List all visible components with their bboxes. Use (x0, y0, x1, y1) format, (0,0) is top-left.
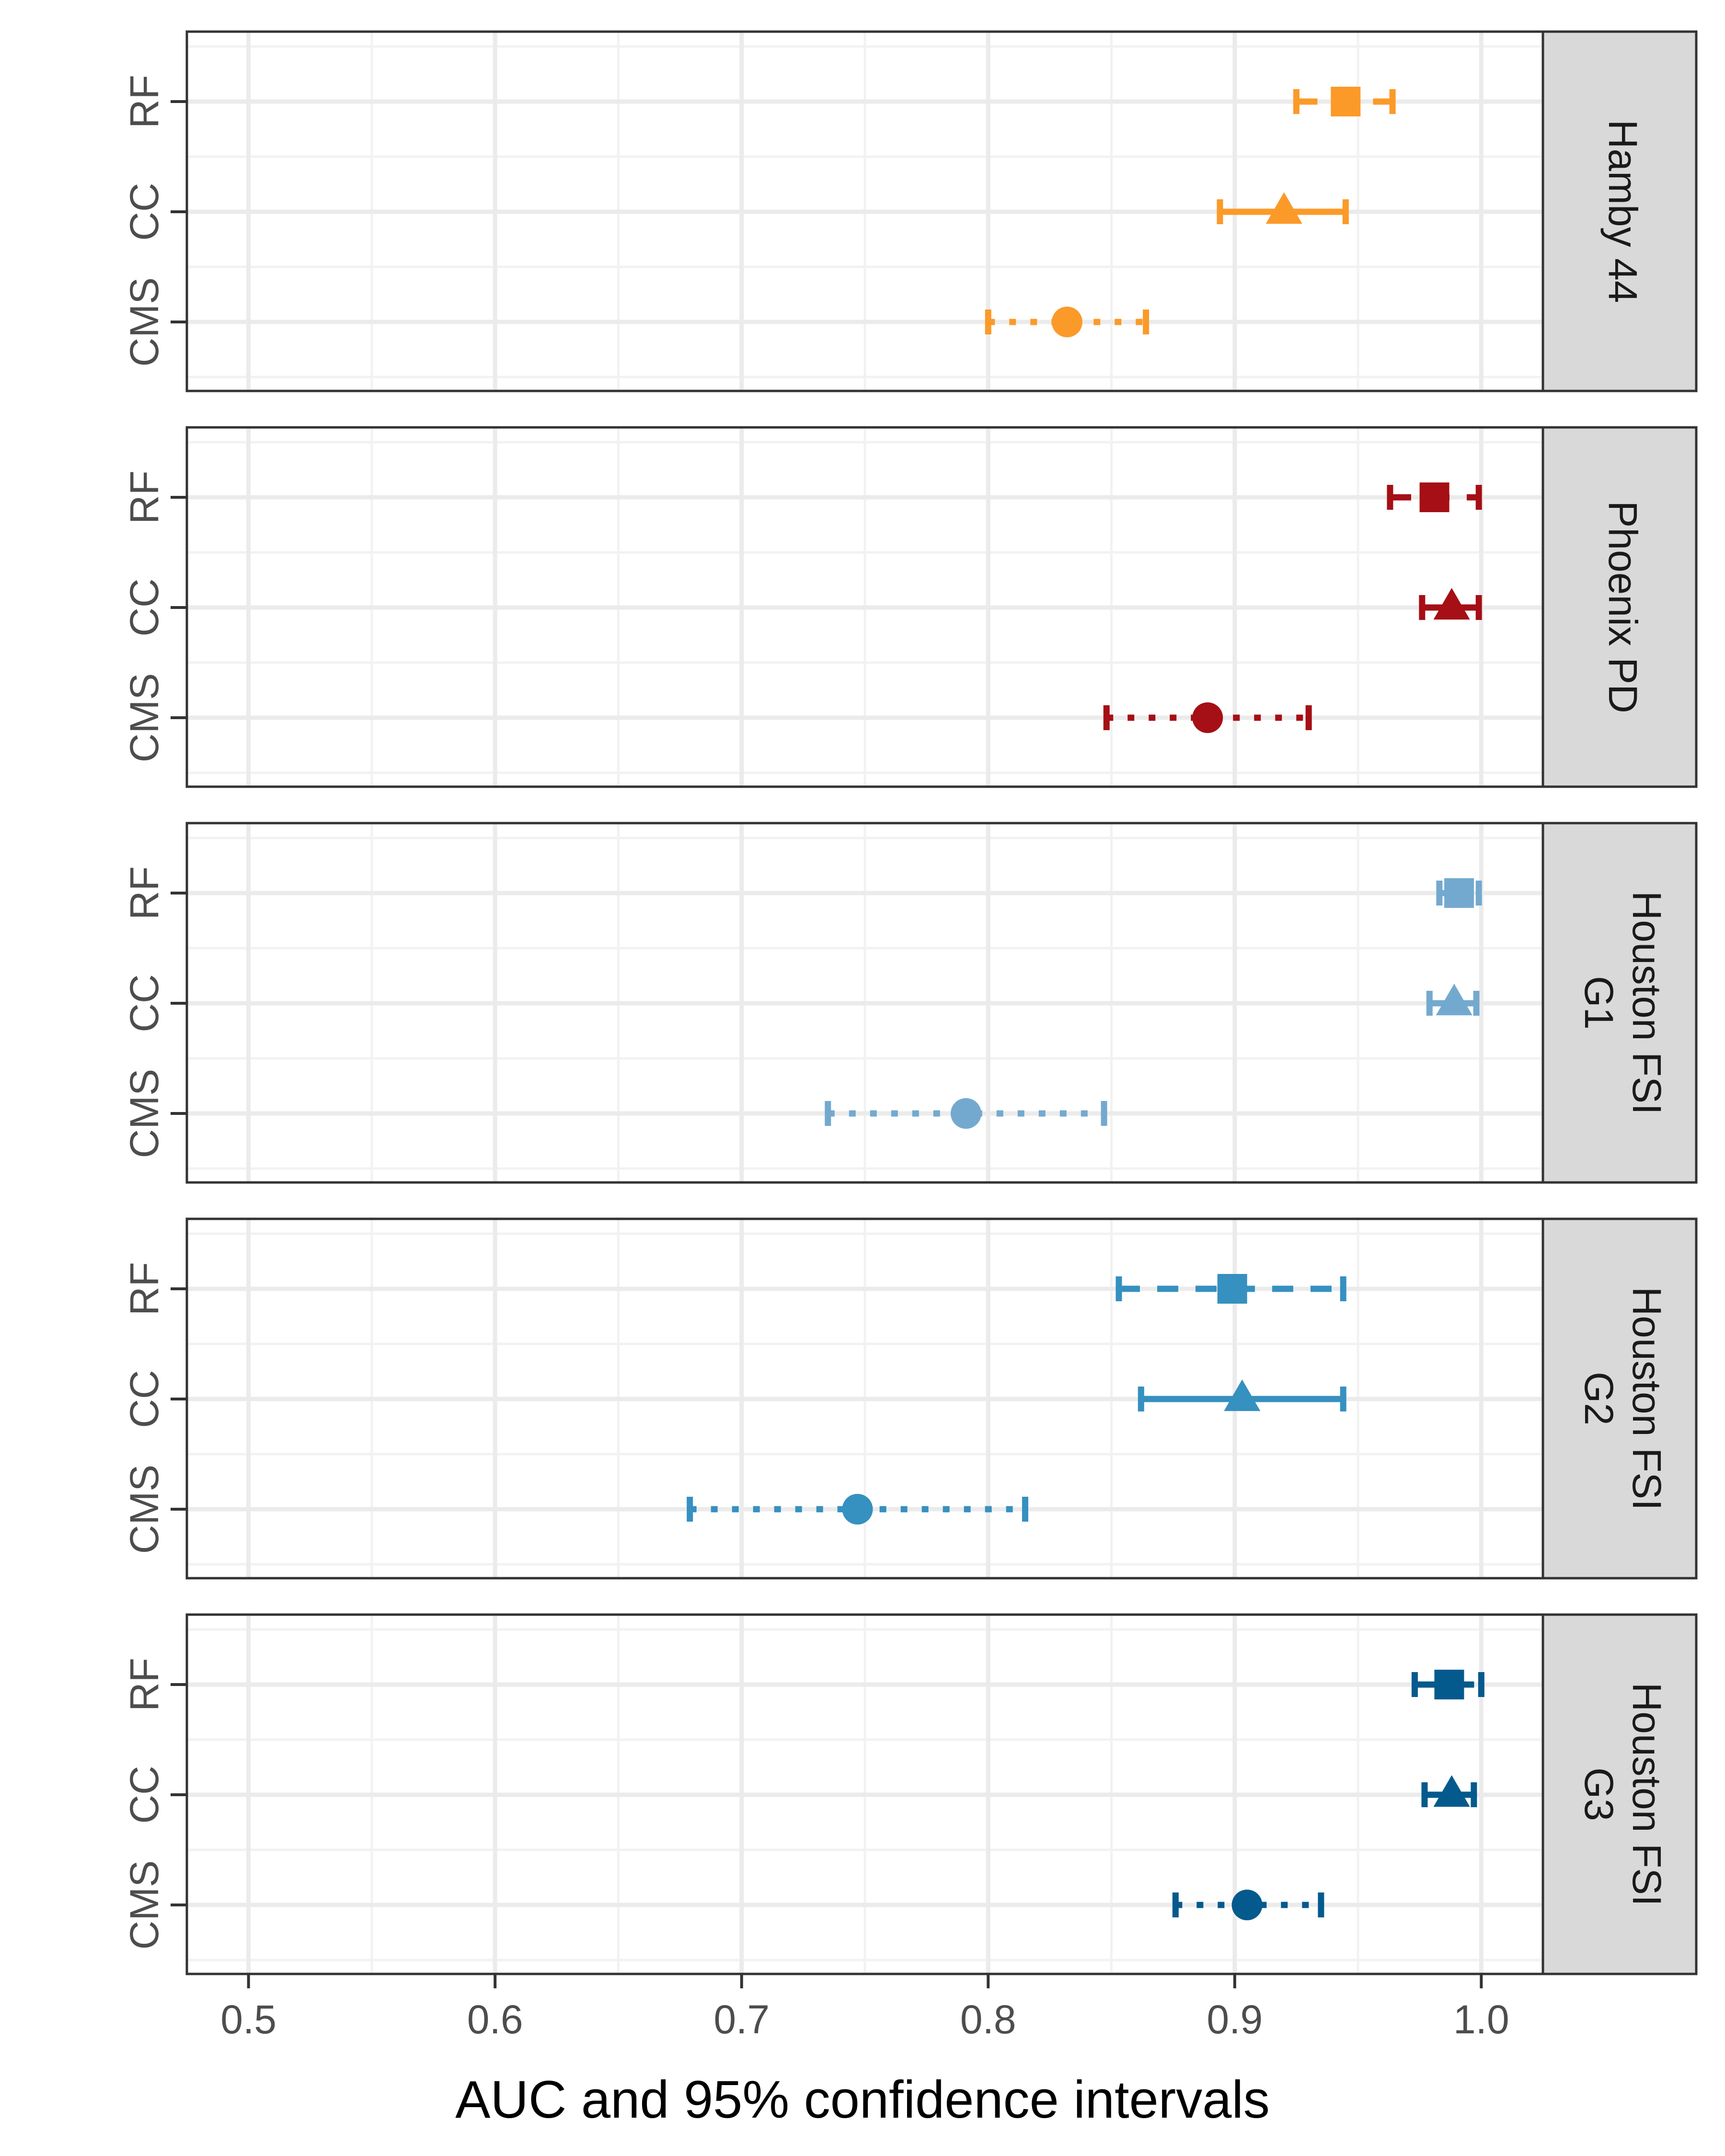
y-tick-label: CC (122, 974, 167, 1032)
facet-panel: RF CC CMS Phoenix PD (122, 426, 1698, 788)
facet-strip-label: G2 (1576, 1372, 1622, 1425)
y-tick-label: CMS (122, 1069, 167, 1158)
point-square (1217, 1274, 1247, 1304)
x-tick-label: 0.7 (713, 1997, 770, 2042)
facet-strip-label: G1 (1576, 976, 1622, 1030)
point-circle (1231, 1890, 1263, 1920)
y-tick-label: CC (122, 1370, 167, 1428)
x-tick-label: 0.6 (467, 1997, 523, 2042)
y-tick-label: CMS (122, 1860, 167, 1950)
point-square (1434, 1670, 1464, 1699)
y-tick-label: RF (122, 75, 167, 128)
y-tick-label: CMS (122, 673, 167, 763)
point-square (1419, 482, 1449, 512)
point-triangle (1433, 588, 1470, 620)
facet-strip-label: Hamby 44 (1600, 120, 1645, 303)
facet-strip (1541, 426, 1698, 788)
point-circle (842, 1494, 873, 1525)
y-tick-label: CC (122, 183, 167, 241)
y-tick-label: CC (122, 1766, 167, 1823)
y-tick-label: RF (122, 1658, 167, 1711)
facet-strip-label: Phoenix PD (1600, 501, 1645, 713)
point-circle (1051, 307, 1082, 337)
y-tick-label: RF (122, 866, 167, 920)
facet-strip (1541, 30, 1698, 392)
facet-strip-label: Houston FSI (1624, 1287, 1669, 1511)
point-circle (1192, 702, 1223, 733)
point-triangle (1265, 192, 1302, 224)
x-tick-label: 0.9 (1207, 1997, 1263, 2042)
point-square (1331, 87, 1361, 116)
x-tick-label: 0.8 (960, 1997, 1016, 2042)
x-axis-label: AUC and 95% confidence intervals (455, 2070, 1270, 2129)
facet-panel: RF CC CMS Hamby 44 (122, 30, 1698, 392)
y-tick-label: RF (122, 1262, 167, 1316)
facet-strip-label: Houston FSI (1624, 1683, 1669, 1906)
point-circle (950, 1098, 981, 1129)
y-tick-label: CC (122, 578, 167, 636)
point-triangle (1224, 1379, 1261, 1411)
x-axis: 0.5 0.6 0.7 0.8 0.9 1.0 (220, 1974, 1509, 2042)
y-tick-label: RF (122, 470, 167, 524)
facet-strip-label: Houston FSI (1624, 891, 1669, 1115)
x-tick-label: 1.0 (1453, 1997, 1509, 2042)
x-tick-label: 0.5 (220, 1997, 276, 2042)
point-square (1444, 878, 1474, 908)
y-tick-label: CMS (122, 1465, 167, 1554)
facet-strip (1541, 822, 1698, 1184)
point-triangle (1433, 1775, 1470, 1807)
facet-strip-label: G3 (1576, 1767, 1622, 1821)
facet-strip (1541, 1217, 1698, 1580)
point-triangle (1436, 984, 1472, 1016)
facet-strip (1541, 1613, 1698, 1975)
y-tick-label: CMS (122, 277, 167, 367)
facet-panels: RF CC CMS Hamby 44 RF CC CMS Phoenix PD RF CC CMS H… (122, 30, 1698, 1975)
